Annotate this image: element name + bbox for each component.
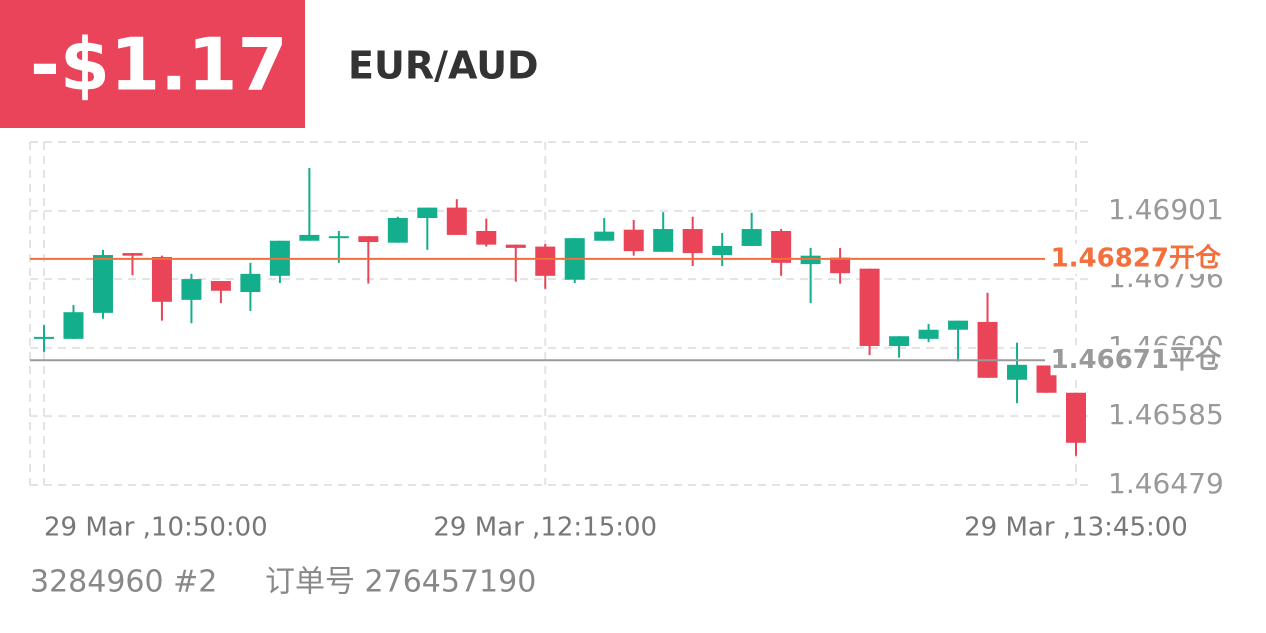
candle-body — [122, 253, 143, 256]
reference-label: 1.46827开仓 — [1051, 242, 1222, 273]
candle-body — [653, 229, 674, 252]
candle-body — [151, 256, 172, 302]
y-tick-label: 1.46901 — [1108, 193, 1224, 226]
candle-body — [889, 336, 910, 346]
candle-body — [830, 257, 851, 274]
x-tick-label: 29 Mar ,12:15:00 — [433, 513, 657, 543]
candle-body — [712, 245, 733, 256]
candle-body — [210, 281, 231, 291]
candle-body — [240, 273, 261, 293]
label-background — [1050, 243, 1222, 274]
candle-body — [771, 230, 792, 263]
pnl: -$1.17 — [30, 23, 288, 107]
candle-body — [181, 279, 202, 300]
candle-body — [446, 207, 467, 235]
candle-body — [328, 236, 349, 239]
candle-body — [535, 246, 556, 276]
candle-body — [63, 312, 84, 339]
order-number: 订单号 276457190 — [265, 565, 536, 600]
pnl-badge — [0, 0, 305, 128]
account: 3284960 #2 — [30, 565, 217, 600]
candle-body — [741, 229, 762, 246]
label-background — [1050, 345, 1222, 376]
candle-body — [417, 207, 438, 219]
candle-body — [358, 236, 379, 243]
y-tick-label: 1.46479 — [1108, 467, 1224, 500]
x-tick-label: 29 Mar ,13:45:00 — [964, 513, 1188, 543]
candle-body — [34, 336, 54, 339]
y-tick-label: 1.46585 — [1108, 398, 1224, 431]
candle-body — [859, 268, 880, 346]
candle-body — [299, 234, 320, 241]
candle-body — [594, 231, 615, 241]
candle-body — [505, 244, 526, 248]
candle-body — [918, 329, 939, 339]
candle-body — [476, 230, 497, 245]
candle-body — [977, 321, 998, 378]
reference-label: 1.46671平仓 — [1051, 344, 1222, 375]
candle-body — [623, 229, 644, 252]
x-tick-label: 29 Mar ,10:50:00 — [44, 513, 268, 543]
candle-body — [1007, 364, 1028, 380]
candle-body — [1066, 392, 1086, 443]
candle-body — [682, 229, 703, 254]
candle-body — [92, 255, 113, 313]
symbol: EUR/AUD — [348, 44, 539, 88]
candle-body — [948, 320, 969, 330]
candle-body — [387, 218, 408, 243]
